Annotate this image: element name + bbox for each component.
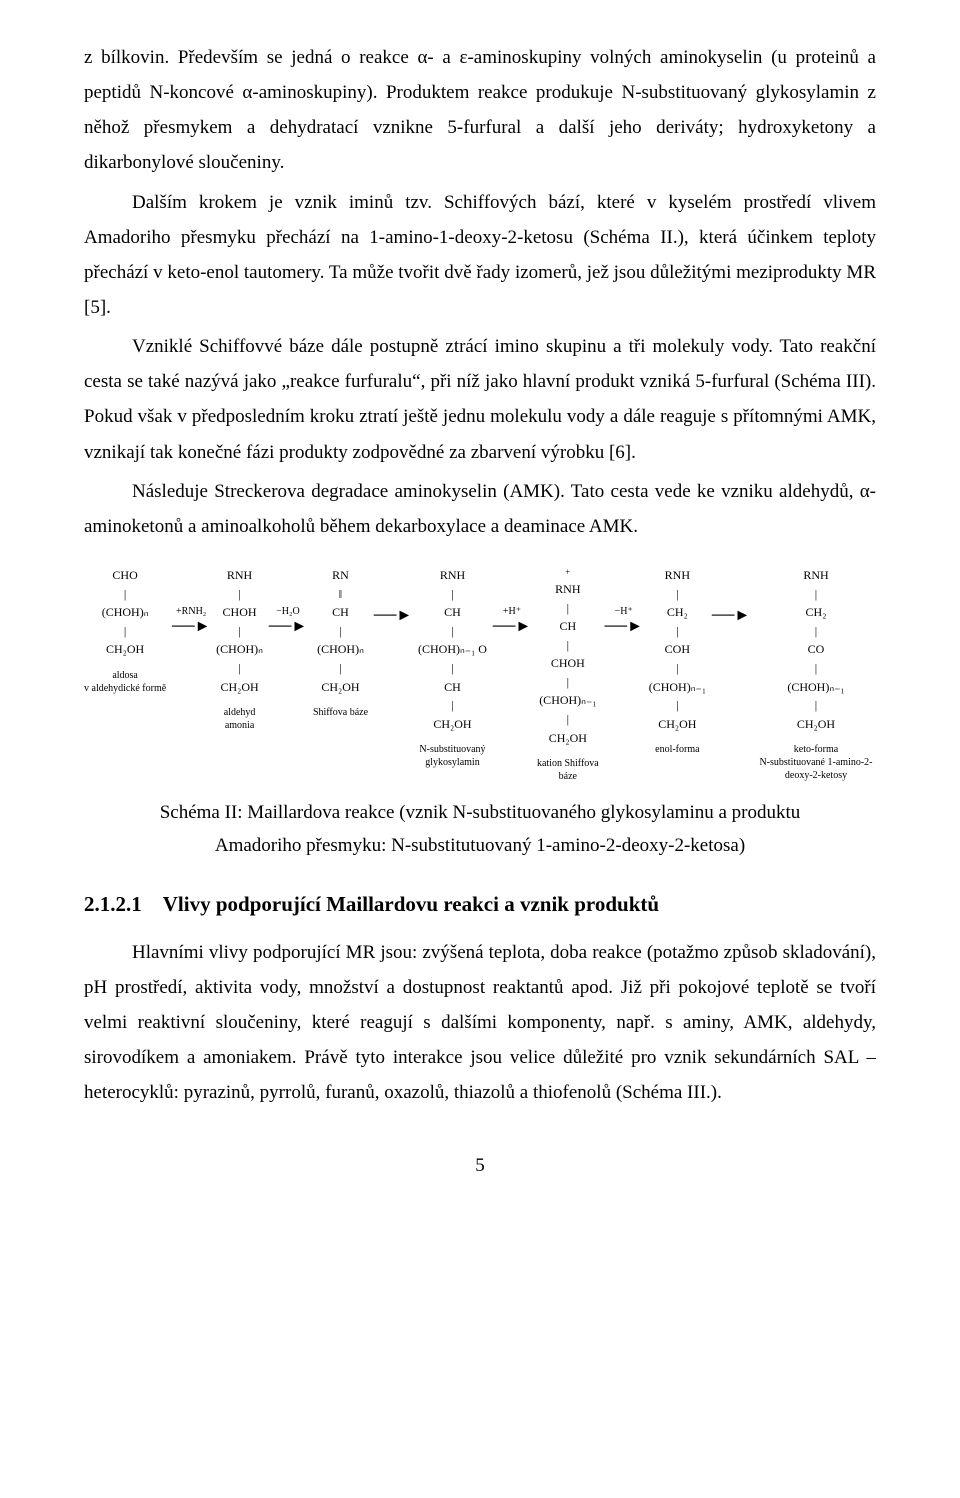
paragraph-4: Následuje Streckerova degradace aminokys…: [84, 474, 876, 544]
paragraph-5: Hlavními vlivy podporující MR jsou: zvýš…: [84, 935, 876, 1111]
molecule-aldehyd-amonia: RNH | CHOH | (CHOH)ₙ | CH₂OH aldehydamon…: [216, 566, 263, 732]
paragraph-2: Dalším krokem je vznik iminů tzv. Schiff…: [84, 185, 876, 326]
section-heading: 2.1.2.1 Vlivy podporující Maillardovu re…: [84, 892, 876, 917]
scheme-caption: Schéma II: Maillardova reakce (vznik N-s…: [84, 797, 876, 862]
paragraph-1: z bílkovin. Především se jedná o reakce …: [84, 40, 876, 181]
page-container: z bílkovin. Především se jedná o reakce …: [0, 0, 960, 1217]
page-number: 5: [84, 1155, 876, 1177]
arrow-6: ──►: [712, 566, 751, 624]
molecule-n-subst-glykosylamin: RNH | CH | (CHOH)ₙ₋₁ O | CH | CH₂OH N-su…: [418, 566, 487, 769]
molecule-enol-forma: RNH | CH₂ | COH | (CHOH)ₙ₋₁ | CH₂OH enol…: [649, 566, 706, 756]
arrow-2: −H₂O ──►: [269, 566, 308, 635]
paragraph-3: Vzniklé Schiffovvé báze dále postupně zt…: [84, 329, 876, 470]
molecule-aldosa: CHO | (CHOH)ₙ | CH₂OH aldosav aldehydick…: [84, 566, 166, 695]
reaction-scheme-diagram: CHO | (CHOH)ₙ | CH₂OH aldosav aldehydick…: [84, 566, 876, 783]
arrow-3: ──►: [374, 566, 413, 624]
molecule-shiff-base: RN ‖ CH | (CHOH)ₙ | CH₂OH Shiffova báze: [313, 566, 368, 719]
arrow-1: +RNH₂ ──►: [172, 566, 211, 635]
molecule-kation-shiff: + RNH | CH | CHOH | (CHOH)ₙ₋₁ | CH₂OH ka…: [537, 566, 599, 783]
arrow-4: +H⁺ ──►: [493, 566, 532, 635]
arrow-5: −H⁺ ──►: [604, 566, 643, 635]
molecule-keto-forma: RNH | CH₂ | CO | (CHOH)ₙ₋₁ | CH₂OH keto-…: [756, 566, 876, 782]
